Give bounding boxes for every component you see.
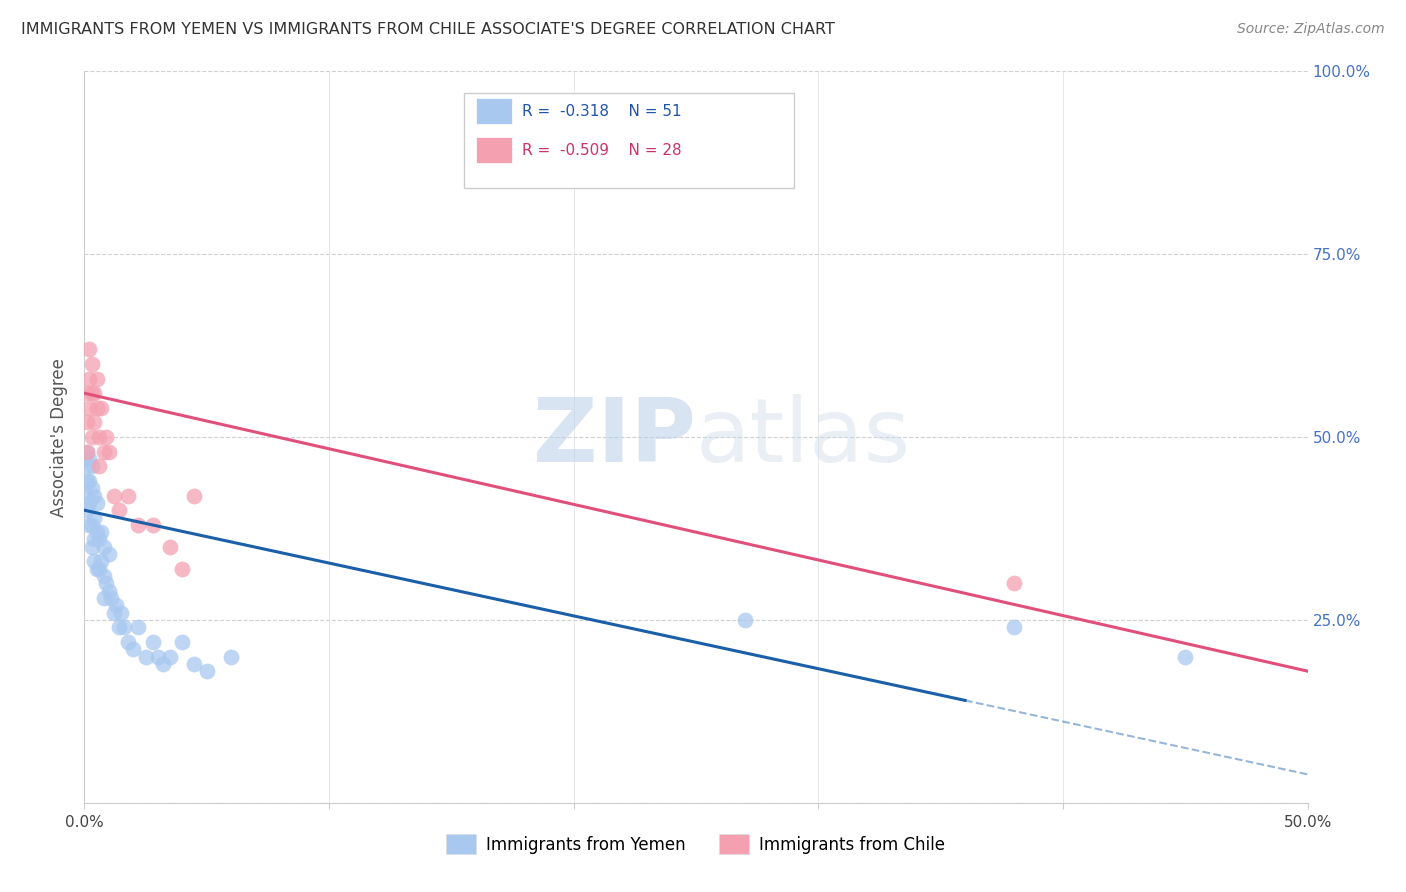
Point xyxy=(127,517,149,532)
Point xyxy=(96,430,118,444)
Point xyxy=(117,635,139,649)
Text: atlas: atlas xyxy=(696,393,911,481)
Text: Source: ZipAtlas.com: Source: ZipAtlas.com xyxy=(1237,22,1385,37)
Point xyxy=(1174,649,1197,664)
Point xyxy=(195,664,218,678)
Text: IMMIGRANTS FROM YEMEN VS IMMIGRANTS FROM CHILE ASSOCIATE'S DEGREE CORRELATION CH: IMMIGRANTS FROM YEMEN VS IMMIGRANTS FROM… xyxy=(21,22,835,37)
Point xyxy=(90,554,112,568)
Point xyxy=(122,642,145,657)
Point xyxy=(83,554,105,568)
Point xyxy=(219,649,242,664)
Text: R =  -0.318    N = 51: R = -0.318 N = 51 xyxy=(522,104,682,120)
Y-axis label: Associate's Degree: Associate's Degree xyxy=(51,358,69,516)
Point xyxy=(96,576,118,591)
Point xyxy=(172,635,194,649)
Point xyxy=(87,430,110,444)
Text: ZIP: ZIP xyxy=(533,393,696,481)
Point xyxy=(142,635,165,649)
Point xyxy=(77,452,100,467)
Point xyxy=(183,489,205,503)
Point xyxy=(93,444,115,458)
Point xyxy=(159,540,181,554)
Point xyxy=(76,444,98,458)
Point xyxy=(83,489,105,503)
Point xyxy=(100,591,122,605)
Text: R =  -0.509    N = 28: R = -0.509 N = 28 xyxy=(522,143,682,158)
Point xyxy=(90,525,112,540)
Point xyxy=(1002,576,1025,591)
Point xyxy=(83,510,105,524)
Point xyxy=(76,386,98,401)
Point xyxy=(172,562,194,576)
Point xyxy=(77,401,100,415)
Point xyxy=(103,606,125,620)
Point xyxy=(734,613,756,627)
FancyBboxPatch shape xyxy=(475,98,513,124)
Point xyxy=(1002,620,1025,634)
Point xyxy=(80,481,103,495)
Point xyxy=(146,649,169,664)
Point xyxy=(112,620,135,634)
Point xyxy=(76,459,98,474)
Point xyxy=(135,649,157,664)
Point xyxy=(80,386,103,401)
Point xyxy=(87,562,110,576)
Point xyxy=(97,444,120,458)
Point xyxy=(127,620,149,634)
Point xyxy=(76,489,98,503)
Point xyxy=(93,540,115,554)
Point xyxy=(183,657,205,671)
Point xyxy=(86,496,108,510)
Point xyxy=(105,599,128,613)
Point xyxy=(80,459,103,474)
Point xyxy=(152,657,174,671)
Point xyxy=(86,562,108,576)
Point xyxy=(110,606,132,620)
Point xyxy=(83,533,105,547)
Point xyxy=(80,517,103,532)
Point xyxy=(83,416,105,430)
Point xyxy=(93,569,115,583)
Point xyxy=(97,547,120,561)
Point xyxy=(80,430,103,444)
Point xyxy=(77,371,100,385)
Point xyxy=(103,489,125,503)
Point xyxy=(159,649,181,664)
Point xyxy=(142,517,165,532)
Point xyxy=(77,517,100,532)
Point xyxy=(77,474,100,488)
Point xyxy=(76,503,98,517)
FancyBboxPatch shape xyxy=(464,94,794,188)
Point xyxy=(93,591,115,605)
Point xyxy=(90,401,112,415)
Point xyxy=(77,496,100,510)
FancyBboxPatch shape xyxy=(475,137,513,163)
Point xyxy=(83,386,105,401)
Point xyxy=(86,371,108,385)
Point xyxy=(107,503,129,517)
Point xyxy=(117,489,139,503)
Point xyxy=(80,540,103,554)
Point xyxy=(97,583,120,598)
Point xyxy=(77,343,100,357)
Legend: Immigrants from Yemen, Immigrants from Chile: Immigrants from Yemen, Immigrants from C… xyxy=(440,828,952,860)
Point xyxy=(87,533,110,547)
Point xyxy=(76,474,98,488)
Point xyxy=(107,620,129,634)
Point xyxy=(80,357,103,371)
Point xyxy=(86,401,108,415)
Point xyxy=(76,444,98,458)
Point xyxy=(86,525,108,540)
Point xyxy=(87,459,110,474)
Point xyxy=(76,416,98,430)
